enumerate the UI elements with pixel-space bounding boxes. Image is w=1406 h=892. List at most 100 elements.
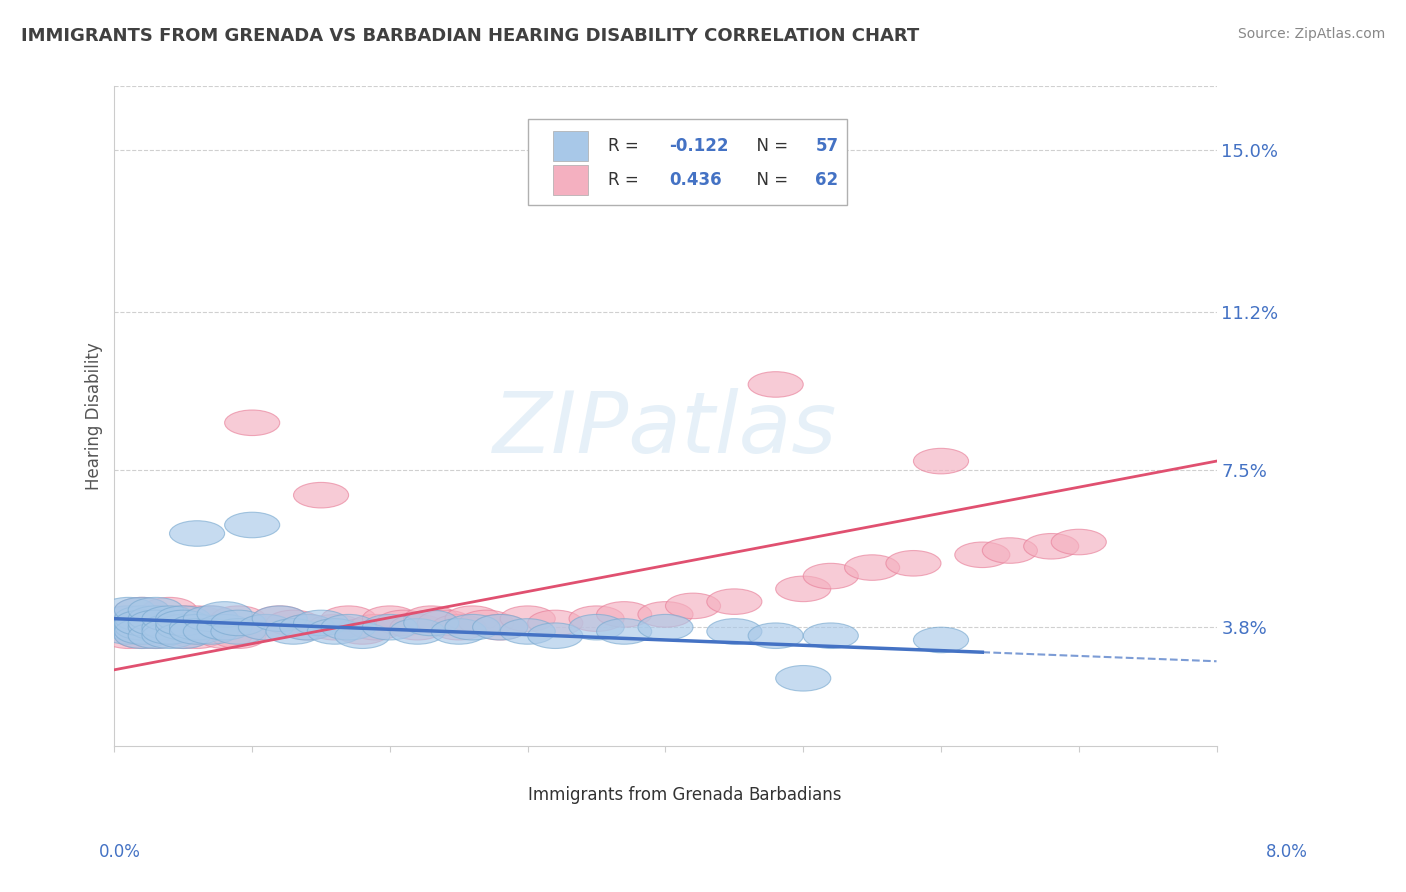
Ellipse shape [114,619,170,644]
Ellipse shape [472,615,527,640]
Ellipse shape [266,619,321,644]
Ellipse shape [128,623,183,648]
Ellipse shape [156,606,211,632]
Ellipse shape [197,615,252,640]
Text: 8.0%: 8.0% [1265,843,1308,861]
Ellipse shape [294,483,349,508]
Ellipse shape [665,593,721,619]
Ellipse shape [197,623,252,648]
Ellipse shape [527,610,583,636]
Ellipse shape [955,542,1010,567]
Ellipse shape [335,623,389,648]
Ellipse shape [446,606,501,632]
Text: N =: N = [747,171,793,189]
Text: 0.436: 0.436 [669,171,721,189]
Ellipse shape [101,619,156,644]
Ellipse shape [225,410,280,435]
Ellipse shape [114,623,170,648]
Ellipse shape [252,606,308,632]
Ellipse shape [142,598,197,623]
Ellipse shape [156,623,211,648]
Ellipse shape [114,606,170,632]
Ellipse shape [914,627,969,653]
Ellipse shape [335,619,389,644]
Ellipse shape [638,601,693,627]
Ellipse shape [308,619,363,644]
Ellipse shape [142,619,197,644]
Ellipse shape [776,665,831,691]
Ellipse shape [170,615,225,640]
Ellipse shape [349,615,404,640]
Ellipse shape [142,615,197,640]
Ellipse shape [211,619,266,644]
Ellipse shape [432,615,486,640]
FancyBboxPatch shape [710,770,734,796]
Ellipse shape [418,610,472,636]
Ellipse shape [128,606,183,632]
Ellipse shape [596,619,652,644]
Ellipse shape [404,606,458,632]
Ellipse shape [596,601,652,627]
Text: 57: 57 [815,136,838,155]
Text: R =: R = [609,136,644,155]
Ellipse shape [114,610,170,636]
Ellipse shape [128,610,183,636]
Ellipse shape [156,606,211,632]
Ellipse shape [170,606,225,632]
Ellipse shape [321,615,377,640]
Ellipse shape [114,615,170,640]
Text: Source: ZipAtlas.com: Source: ZipAtlas.com [1237,27,1385,41]
Ellipse shape [128,606,183,632]
Ellipse shape [156,615,211,640]
Ellipse shape [114,606,170,632]
Ellipse shape [389,615,446,640]
Ellipse shape [114,615,170,640]
Ellipse shape [114,598,170,623]
Text: IMMIGRANTS FROM GRENADA VS BARBADIAN HEARING DISABILITY CORRELATION CHART: IMMIGRANTS FROM GRENADA VS BARBADIAN HEA… [21,27,920,45]
Ellipse shape [983,538,1038,564]
Ellipse shape [569,606,624,632]
FancyBboxPatch shape [489,770,513,796]
Ellipse shape [845,555,900,581]
Ellipse shape [252,606,308,632]
Ellipse shape [170,615,225,640]
Ellipse shape [280,615,335,640]
Ellipse shape [197,615,252,640]
Text: ZIPatlas: ZIPatlas [494,388,838,471]
Ellipse shape [142,606,197,632]
Ellipse shape [170,619,225,644]
Ellipse shape [280,615,335,640]
Ellipse shape [501,619,555,644]
Ellipse shape [239,615,294,640]
Ellipse shape [156,615,211,640]
Ellipse shape [101,615,156,640]
Ellipse shape [472,615,527,640]
Text: Immigrants from Grenada: Immigrants from Grenada [527,786,744,804]
Ellipse shape [803,623,858,648]
Ellipse shape [128,615,183,640]
Ellipse shape [308,615,363,640]
Ellipse shape [156,610,211,636]
Ellipse shape [748,372,803,397]
Ellipse shape [363,615,418,640]
Ellipse shape [707,589,762,615]
Text: Barbadians: Barbadians [748,786,842,804]
Text: 62: 62 [815,171,838,189]
Ellipse shape [446,615,501,640]
Ellipse shape [707,619,762,644]
Ellipse shape [527,623,583,648]
Ellipse shape [183,606,239,632]
Ellipse shape [114,623,170,648]
Ellipse shape [170,623,225,648]
Ellipse shape [114,610,170,636]
Ellipse shape [128,623,183,648]
Ellipse shape [803,564,858,589]
Ellipse shape [432,619,486,644]
Text: 0.0%: 0.0% [98,843,141,861]
Ellipse shape [638,615,693,640]
Ellipse shape [183,606,239,632]
Ellipse shape [886,550,941,576]
Ellipse shape [128,615,183,640]
Ellipse shape [101,623,156,648]
Ellipse shape [211,610,266,636]
